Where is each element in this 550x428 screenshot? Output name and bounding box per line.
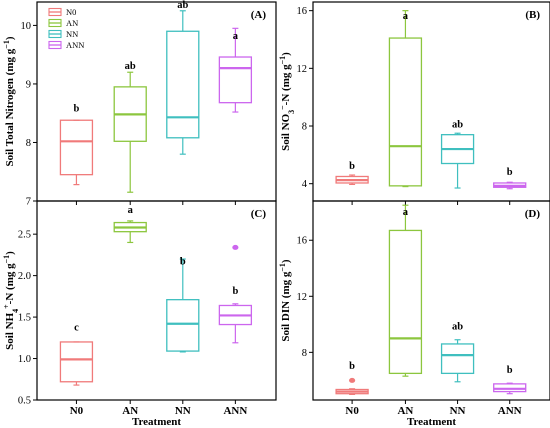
x-tick-label: AN — [122, 405, 138, 417]
panel-tag: (B) — [525, 9, 540, 21]
panel-d: 8 12 16 Soil DIN (mg g−1) (D) N0 AN NN ANN Treatm… — [278, 200, 550, 428]
significance-letter: ab — [177, 0, 188, 11]
y-axis-title: Soil NO3−-N (mg g−1) — [278, 52, 296, 151]
panel-c: 0.5 1.0 1.5 2.0 2.5 Soil NH4+-N (mg g−1) (C) N0… — [2, 200, 277, 428]
significance-letter: b — [180, 256, 186, 267]
significance-letter: ab — [452, 119, 463, 130]
y-tick-label: 8 — [302, 122, 307, 133]
y-tick-label: 0.5 — [18, 396, 31, 407]
box-iqr — [218, 56, 253, 104]
box-ann: b — [493, 167, 527, 190]
significance-letter: a — [403, 207, 409, 218]
plot-frame — [36, 200, 277, 401]
y-tick-label: 16 — [297, 6, 308, 17]
x-tick-label: NN — [175, 405, 191, 417]
significance-letter: ab — [125, 61, 136, 72]
y-tick-label: 12 — [297, 64, 308, 75]
box-ann: b — [218, 244, 253, 344]
y-tick-label: 10 — [21, 21, 32, 32]
box-iqr — [59, 341, 94, 383]
box-ann: a — [218, 27, 253, 113]
box-iqr — [388, 37, 423, 187]
box-ann: b — [493, 365, 527, 395]
y-tick-label: 16 — [297, 236, 308, 247]
outlier-point — [232, 244, 239, 250]
y-tick-label: 1.0 — [18, 354, 31, 365]
box-n0: c — [59, 323, 94, 386]
y-axis-title: Soil NH4+-N (mg g−1) — [2, 251, 20, 350]
y-axis-title: Soil Total Nitrogen (mg g−1) — [2, 36, 17, 166]
significance-letter: a — [233, 31, 239, 42]
panel-b: 4 8 12 16 Soil NO3−-N (mg g−1) (B) b a ab b — [278, 1, 550, 205]
legend-label: N0 — [66, 7, 76, 17]
y-tick-label: 1.5 — [18, 313, 31, 324]
x-tick-label: NN — [450, 405, 466, 417]
box-iqr — [166, 299, 200, 352]
box-an: ab — [113, 61, 147, 193]
significance-letter: b — [74, 103, 80, 114]
box-nn: ab — [440, 322, 475, 383]
y-tick-label: 8 — [26, 138, 31, 149]
box-an: a — [388, 10, 423, 188]
box-iqr — [166, 30, 200, 139]
y-tick-label: 4 — [302, 179, 308, 190]
box-iqr — [440, 343, 475, 375]
box-n0: b — [335, 361, 369, 395]
significance-letter: c — [74, 323, 79, 334]
box-iqr — [388, 229, 423, 375]
legend-label: NN — [66, 29, 78, 39]
plot-frame — [312, 200, 550, 401]
box-n0: b — [59, 103, 94, 186]
outlier-point — [349, 377, 356, 383]
y-tick-label: 9 — [26, 79, 31, 90]
y-tick-label: 12 — [297, 292, 308, 303]
legend-label: ANN — [66, 40, 84, 50]
y-axis-title: Soil DIN (mg g−1) — [278, 259, 293, 342]
box-n0: b — [335, 161, 369, 186]
box-an: a — [388, 204, 423, 377]
y-tick-label: 2.0 — [18, 271, 31, 282]
x-tick-label: N0 — [345, 405, 359, 417]
significance-letter: a — [403, 11, 409, 22]
y-tick-label: 8 — [302, 348, 307, 359]
panel-tag: (A) — [251, 9, 267, 21]
x-tick-label: ANN — [223, 405, 247, 417]
panel-tag: (C) — [251, 208, 267, 220]
significance-letter: b — [232, 286, 238, 297]
box-iqr — [59, 119, 94, 176]
y-tick-label: 2.5 — [18, 230, 31, 241]
x-tick-label: AN — [397, 405, 413, 417]
significance-letter: ab — [452, 322, 463, 333]
panel-a: 7 8 9 10 Soil Total Nitrogen (mg g−1) (A) b ab a… — [2, 0, 277, 208]
significance-letter: b — [349, 361, 355, 372]
x-tick-label: N0 — [70, 405, 84, 417]
significance-letter: b — [507, 167, 513, 178]
box-nn: b — [166, 256, 200, 353]
x-axis-title: Treatment — [407, 416, 456, 428]
box-an: a — [113, 205, 147, 244]
x-tick-label: ANN — [498, 405, 522, 417]
panel-tag: (D) — [525, 208, 541, 220]
legend-label: AN — [66, 18, 78, 28]
significance-letter: b — [507, 365, 513, 376]
significance-letter: b — [349, 161, 355, 172]
y-tick-label: 7 — [26, 197, 31, 208]
x-axis-title: Treatment — [132, 416, 181, 428]
box-nn: ab — [440, 119, 475, 189]
significance-letter: a — [128, 205, 134, 216]
box-nn: ab — [166, 0, 200, 155]
